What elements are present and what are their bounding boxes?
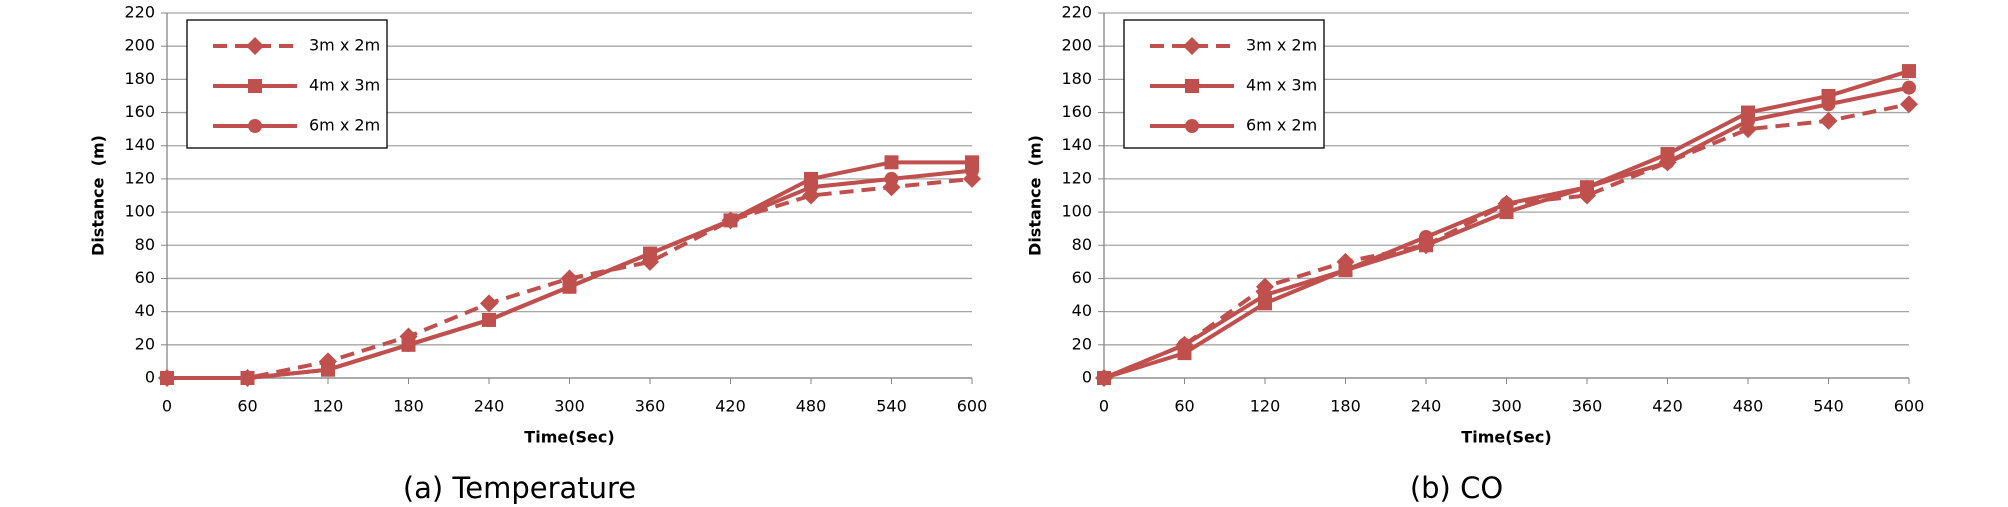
legend-label: 4m x 3m (309, 76, 380, 95)
y-tick-label: 120 (124, 168, 155, 187)
y-tick-label: 180 (124, 69, 155, 88)
legend-marker (248, 79, 262, 93)
y-tick-label: 160 (124, 102, 155, 121)
marker (884, 171, 899, 186)
marker (884, 155, 899, 170)
x-tick-label: 0 (1099, 397, 1109, 416)
x-tick-label: 180 (1330, 397, 1361, 416)
y-tick-label: 140 (1061, 135, 1092, 154)
marker (1177, 337, 1192, 352)
x-tick-label: 0 (162, 397, 172, 416)
legend-marker (1185, 79, 1199, 93)
marker (401, 337, 416, 352)
y-tick-label: 80 (135, 235, 155, 254)
marker (240, 371, 255, 385)
x-tick-label: 300 (1491, 397, 1522, 416)
marker (1902, 80, 1916, 95)
legend-marker (246, 37, 264, 55)
y-axis-title: Distance (m) (89, 135, 108, 256)
y-tick-label: 40 (1072, 301, 1092, 320)
marker (1258, 288, 1272, 303)
x-tick-label: 240 (474, 397, 505, 416)
x-tick-label: 300 (554, 397, 585, 416)
y-tick-label: 60 (135, 268, 155, 287)
y-tick-label: 120 (1061, 168, 1092, 187)
y-tick-label: 100 (124, 202, 155, 221)
y-tick-label: 0 (145, 368, 155, 387)
marker (480, 294, 498, 313)
caption: (b) CO (1410, 471, 1503, 505)
x-tick-label: 600 (957, 397, 988, 416)
x-tick-label: 480 (796, 397, 827, 416)
y-tick-label: 200 (1061, 36, 1092, 55)
legend-label: 3m x 2m (309, 36, 380, 55)
marker (643, 246, 657, 261)
x-tick-label: 360 (635, 397, 666, 416)
x-tick-label: 540 (876, 397, 907, 416)
marker (1499, 196, 1514, 211)
marker (482, 312, 496, 327)
x-tick-label: 180 (393, 397, 424, 416)
marker (1660, 155, 1675, 170)
x-tick-label: 60 (237, 397, 257, 416)
marker (1819, 111, 1838, 130)
y-tick-label: 60 (1072, 268, 1092, 287)
legend-marker (248, 119, 262, 133)
y-tick-label: 200 (124, 36, 155, 55)
marker (321, 362, 335, 377)
y-tick-label: 100 (1061, 202, 1092, 221)
marker (1338, 263, 1353, 278)
marker (723, 213, 738, 228)
x-tick-label: 360 (1572, 397, 1603, 416)
legend-label: 6m x 2m (1246, 116, 1317, 135)
x-tick-label: 600 (1894, 397, 1925, 416)
marker (1419, 229, 1433, 244)
x-axis-title: Time(Sec) (524, 428, 614, 447)
y-tick-label: 160 (1061, 102, 1092, 121)
caption: (a) Temperature (403, 471, 636, 505)
marker (1902, 64, 1916, 79)
x-tick-label: 480 (1733, 397, 1764, 416)
y-tick-label: 220 (124, 3, 155, 22)
legend-label: 4m x 3m (1246, 76, 1317, 95)
x-tick-label: 120 (1250, 397, 1281, 416)
y-tick-label: 80 (1072, 235, 1092, 254)
x-tick-label: 540 (1813, 397, 1844, 416)
y-tick-label: 0 (1082, 368, 1092, 387)
marker (1900, 95, 1918, 114)
marker (1097, 371, 1111, 385)
legend-label: 3m x 2m (1246, 36, 1317, 55)
marker (804, 180, 818, 195)
y-tick-label: 20 (1072, 334, 1092, 353)
legend-marker (1183, 37, 1201, 55)
y-tick-label: 180 (1061, 69, 1092, 88)
marker (562, 279, 577, 294)
marker (1741, 113, 1755, 128)
x-tick-label: 420 (715, 397, 746, 416)
y-tick-label: 20 (135, 334, 155, 353)
marker (965, 163, 979, 178)
legend-marker (1185, 119, 1199, 133)
y-tick-label: 220 (1061, 3, 1092, 22)
x-tick-label: 420 (1652, 397, 1683, 416)
marker (1580, 180, 1594, 195)
y-tick-label: 140 (124, 135, 155, 154)
marker (1739, 120, 1757, 139)
x-tick-label: 120 (313, 397, 344, 416)
marker (160, 371, 174, 385)
x-axis-title: Time(Sec) (1461, 428, 1551, 447)
y-axis-title: Distance (m) (1026, 135, 1045, 256)
marker (1821, 97, 1836, 112)
legend-label: 6m x 2m (309, 116, 380, 135)
x-tick-label: 60 (1174, 397, 1194, 416)
x-tick-label: 240 (1411, 397, 1442, 416)
y-tick-label: 40 (135, 301, 155, 320)
